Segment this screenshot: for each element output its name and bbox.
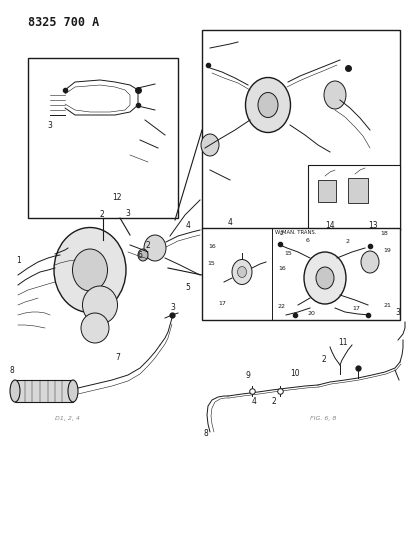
Bar <box>202 228 400 320</box>
Ellipse shape <box>144 235 166 261</box>
Bar <box>202 30 400 230</box>
Text: W/MAN. TRANS.: W/MAN. TRANS. <box>275 229 316 234</box>
Text: 2: 2 <box>100 210 105 219</box>
Text: 4: 4 <box>228 218 233 227</box>
Ellipse shape <box>81 313 109 343</box>
Ellipse shape <box>316 267 334 289</box>
Text: 2: 2 <box>146 241 151 250</box>
Bar <box>15 380 73 402</box>
Ellipse shape <box>232 260 252 285</box>
Text: 1: 1 <box>16 256 21 265</box>
Text: 2: 2 <box>322 355 327 364</box>
Ellipse shape <box>258 93 278 117</box>
Text: 3: 3 <box>47 121 52 130</box>
Text: 16: 16 <box>208 244 216 249</box>
Bar <box>308 165 400 230</box>
Text: 2: 2 <box>280 231 284 236</box>
Text: 3: 3 <box>395 308 400 317</box>
Text: 9: 9 <box>246 371 251 380</box>
Text: 21: 21 <box>383 303 391 308</box>
Text: 4: 4 <box>252 397 257 406</box>
Ellipse shape <box>82 286 118 324</box>
Ellipse shape <box>73 249 107 291</box>
Text: 4: 4 <box>186 221 191 230</box>
Text: 14: 14 <box>325 221 335 230</box>
Text: FIG. 6, 8: FIG. 6, 8 <box>310 416 336 421</box>
Ellipse shape <box>304 252 346 304</box>
Text: 2: 2 <box>345 239 349 244</box>
Text: 18: 18 <box>380 231 388 236</box>
Ellipse shape <box>68 380 78 402</box>
Ellipse shape <box>201 134 219 156</box>
Text: 22: 22 <box>278 304 286 309</box>
Text: 11: 11 <box>338 338 348 347</box>
Bar <box>28 58 178 218</box>
Ellipse shape <box>138 249 148 261</box>
Text: 3: 3 <box>125 209 130 218</box>
Text: 12: 12 <box>112 193 122 202</box>
Text: 15: 15 <box>207 261 215 266</box>
Text: 17: 17 <box>352 306 360 311</box>
Text: 15: 15 <box>284 251 292 256</box>
Ellipse shape <box>246 77 290 133</box>
Text: 6: 6 <box>138 251 143 260</box>
Text: 8: 8 <box>10 366 15 375</box>
Ellipse shape <box>54 228 126 312</box>
Text: 20: 20 <box>307 311 315 316</box>
Text: 6: 6 <box>306 238 310 243</box>
Bar <box>348 178 368 203</box>
Text: 19: 19 <box>383 248 391 253</box>
Text: 8: 8 <box>204 429 209 438</box>
Text: 17: 17 <box>218 301 226 306</box>
Ellipse shape <box>237 266 246 278</box>
Text: 3: 3 <box>170 303 175 312</box>
Ellipse shape <box>10 380 20 402</box>
Text: 5: 5 <box>185 283 190 292</box>
Text: 8325 700 A: 8325 700 A <box>28 16 99 29</box>
Text: 2: 2 <box>272 397 277 406</box>
Ellipse shape <box>361 251 379 273</box>
Bar <box>318 180 336 202</box>
Text: 7: 7 <box>115 353 120 362</box>
Text: 16: 16 <box>278 266 286 271</box>
Text: D1, 2, 4: D1, 2, 4 <box>55 416 80 421</box>
Text: 13: 13 <box>368 221 378 230</box>
Ellipse shape <box>324 81 346 109</box>
Text: 10: 10 <box>290 369 299 378</box>
